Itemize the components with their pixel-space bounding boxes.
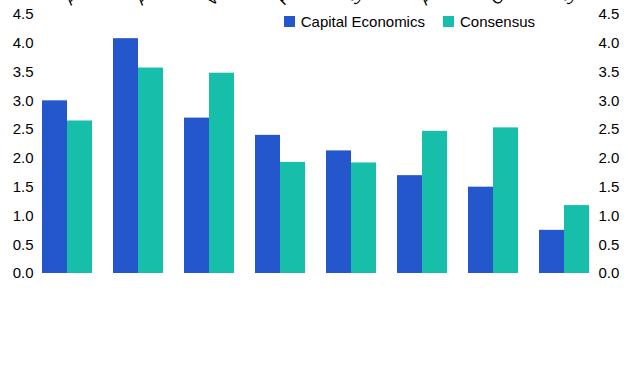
svg-text:Shop. Cent.: Shop. Cent.: [558, 0, 626, 8]
svg-text:City Off.: City Off.: [487, 0, 537, 8]
svg-text:1.5: 1.5: [599, 178, 620, 195]
svg-text:1.5: 1.5: [13, 178, 34, 195]
svg-text:2.0: 2.0: [599, 149, 620, 166]
html-text:Capital Economics: Capital Economics: [300, 13, 425, 30]
svg-text:2.0: 2.0: [13, 149, 34, 166]
svg-text:0.0: 0.0: [13, 264, 34, 281]
svg-text:Std. Shops: Std. Shops: [345, 0, 409, 8]
html-text:Consensus: Consensus: [460, 13, 535, 30]
svg-text:2.5: 2.5: [13, 120, 34, 137]
svg-text:4.0: 4.0: [599, 34, 620, 51]
svg-text:4.5: 4.5: [599, 5, 620, 22]
svg-text:4.5: 4.5: [13, 5, 34, 22]
svg-text:All-Prop.: All-Prop.: [61, 0, 114, 8]
svg-text:1.0: 1.0: [13, 207, 34, 224]
svg-text:3.0: 3.0: [13, 92, 34, 109]
svg-text:0.5: 0.5: [13, 236, 34, 253]
svg-text:W.End Off.: W.End Off.: [203, 0, 266, 8]
svg-text:0.0: 0.0: [599, 264, 620, 281]
svg-text:3.5: 3.5: [599, 63, 620, 80]
svg-text:0.5: 0.5: [599, 236, 620, 253]
svg-text:1.0: 1.0: [599, 207, 620, 224]
svg-text:3.5: 3.5: [13, 63, 34, 80]
svg-text:4.0: 4.0: [13, 34, 34, 51]
svg-text:All-Ind.: All-Ind.: [132, 0, 177, 8]
svg-text:2.5: 2.5: [599, 120, 620, 137]
svg-text:3.0: 3.0: [599, 92, 620, 109]
svg-text:All-Office: All-Office: [416, 0, 471, 8]
svg-text:Ret. Ware.: Ret. Ware.: [274, 0, 336, 8]
